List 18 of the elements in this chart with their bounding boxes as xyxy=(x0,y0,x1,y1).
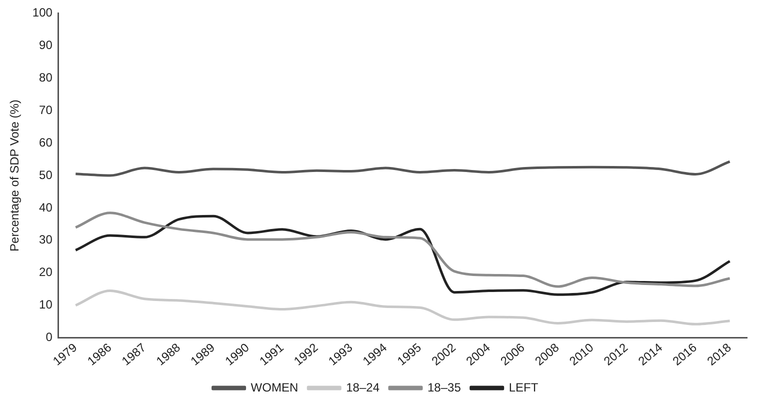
y-tick-label: 80 xyxy=(39,70,53,84)
y-tick-label: 10 xyxy=(39,298,53,312)
legend-label: WOMEN xyxy=(250,380,298,394)
y-tick-label: 90 xyxy=(39,38,53,52)
y-tick-label: 20 xyxy=(39,265,53,280)
y-axis-title: Percentage of SDP Vote (%) xyxy=(8,100,22,252)
legend-label: 18–24 xyxy=(346,380,380,394)
line-series xyxy=(74,289,732,326)
y-tick-label: 100 xyxy=(32,6,53,20)
legend-label: LEFT xyxy=(508,380,539,394)
y-tick-label: 70 xyxy=(39,102,53,117)
y-tick-label: 50 xyxy=(39,168,53,182)
y-tick-label: 0 xyxy=(46,330,53,344)
legend-label: 18–35 xyxy=(427,380,462,394)
y-tick-label: 40 xyxy=(39,200,53,214)
y-tick-label: 60 xyxy=(39,135,53,150)
line-series xyxy=(74,160,732,177)
y-tick-label: 30 xyxy=(39,232,53,247)
